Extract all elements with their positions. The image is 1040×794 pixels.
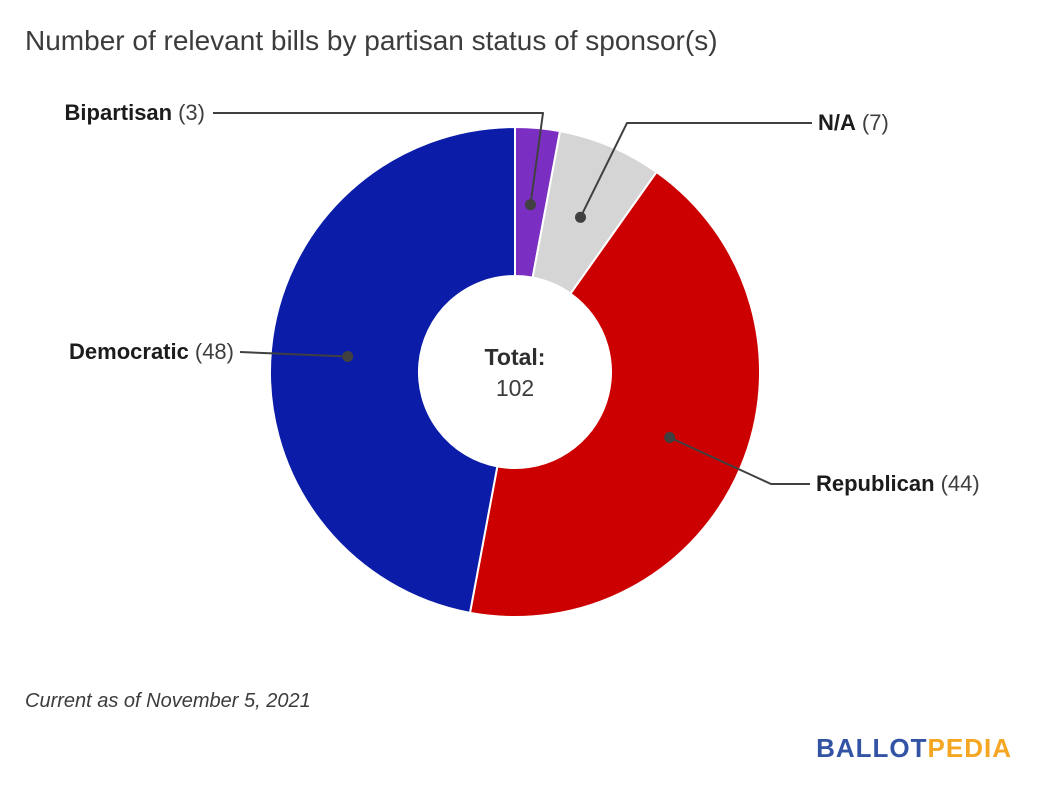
slice-label-democratic: Democratic (48) bbox=[69, 338, 234, 366]
slice-label-na-count: (7) bbox=[861, 110, 889, 135]
total-label: Total: bbox=[484, 344, 546, 370]
logo-ballot-text: BALLOT bbox=[816, 733, 928, 763]
ballotpedia-logo: BALLOTPEDIA bbox=[816, 733, 1012, 764]
date-note: Current as of November 5, 2021 bbox=[25, 690, 311, 712]
pie-slice-democratic bbox=[269, 125, 516, 614]
leader-dot-bipartisan bbox=[525, 199, 536, 211]
slice-label-democratic-name: Democratic bbox=[69, 339, 189, 364]
slice-label-democratic-count: (48) bbox=[194, 339, 234, 364]
slice-label-bipartisan-count: (3) bbox=[178, 100, 205, 125]
leader-line-republican bbox=[669, 436, 810, 485]
total-value: 102 bbox=[495, 375, 535, 401]
slice-label-republican: Republican (44) bbox=[816, 470, 980, 498]
leader-line-bipartisan bbox=[213, 112, 544, 205]
slice-label-bipartisan-name: Bipartisan bbox=[64, 100, 173, 125]
leader-dot-democratic bbox=[342, 351, 354, 362]
leader-dot-republican bbox=[664, 432, 676, 443]
slice-label-na: N/A (7) bbox=[818, 109, 889, 137]
pie-slice-republican bbox=[468, 170, 761, 618]
slice-label-republican-count: (44) bbox=[940, 471, 980, 496]
leader-dot-n-a bbox=[575, 211, 586, 223]
leader-line-n-a bbox=[579, 122, 812, 218]
chart-title: Number of relevant bills by partisan sta… bbox=[25, 25, 718, 56]
slice-label-bipartisan: Bipartisan (3) bbox=[65, 99, 205, 127]
donut-center-text: Total: 102 bbox=[415, 342, 615, 404]
leader-line-democratic bbox=[239, 351, 348, 358]
slice-label-na-name: N/A bbox=[818, 110, 856, 135]
logo-pedia-text: PEDIA bbox=[927, 733, 1012, 763]
slice-label-republican-name: Republican bbox=[816, 471, 935, 496]
